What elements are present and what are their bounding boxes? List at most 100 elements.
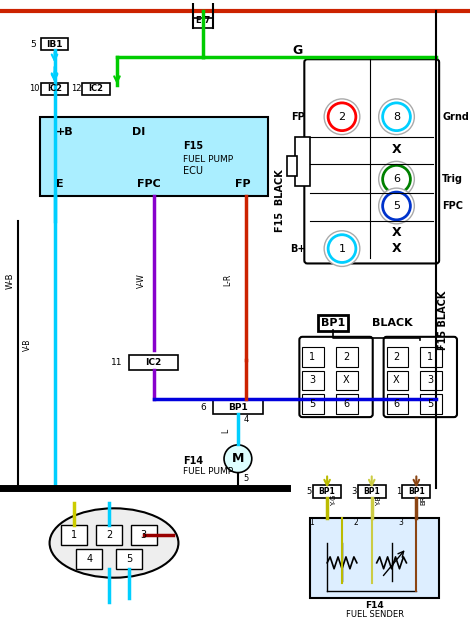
Circle shape	[379, 99, 414, 134]
Text: BP1: BP1	[408, 487, 425, 496]
Bar	[387, 394, 409, 414]
Text: IC2: IC2	[47, 85, 62, 93]
Text: B+: B+	[290, 244, 305, 254]
Text: 1: 1	[309, 517, 314, 527]
Text: X: X	[392, 242, 401, 255]
Text: 5: 5	[243, 474, 248, 483]
Text: X: X	[393, 375, 400, 386]
Text: BP1: BP1	[228, 403, 248, 411]
Bar	[40, 117, 268, 196]
Bar	[295, 136, 310, 186]
Text: FUEL PUMP: FUEL PUMP	[183, 467, 234, 476]
Text: L-R: L-R	[224, 274, 232, 286]
Text: X: X	[343, 375, 349, 386]
Bar	[302, 370, 324, 391]
Bar	[82, 83, 110, 95]
Bar	[62, 525, 87, 545]
Text: ECU: ECU	[183, 166, 203, 176]
Circle shape	[324, 231, 360, 266]
Text: 3: 3	[398, 517, 403, 527]
Text: X: X	[392, 227, 401, 239]
Text: 6: 6	[201, 403, 206, 411]
Text: IC2: IC2	[89, 85, 104, 93]
Text: 6: 6	[343, 399, 349, 410]
Text: 5: 5	[427, 399, 433, 410]
Text: 1: 1	[396, 487, 401, 496]
Bar	[96, 525, 122, 545]
Bar	[287, 156, 297, 176]
FancyBboxPatch shape	[383, 337, 457, 417]
Text: 2: 2	[343, 351, 349, 362]
Text: 5: 5	[126, 554, 132, 564]
Text: M: M	[232, 452, 244, 465]
Text: 4: 4	[243, 415, 248, 423]
Text: E: E	[55, 179, 64, 189]
Text: 6: 6	[393, 399, 400, 410]
Bar	[336, 370, 358, 391]
Text: BP1: BP1	[319, 487, 336, 496]
Bar	[420, 346, 442, 367]
Text: FUEL PUMP: FUEL PUMP	[183, 155, 234, 164]
Bar	[129, 355, 178, 370]
Text: F15  BLACK: F15 BLACK	[274, 170, 284, 232]
Text: 5: 5	[309, 399, 315, 410]
Text: W-B: W-B	[5, 272, 14, 288]
Text: 12: 12	[71, 85, 82, 93]
Text: L: L	[221, 429, 230, 433]
Text: X: X	[392, 143, 401, 156]
Text: 1: 1	[338, 244, 346, 254]
Bar	[302, 394, 324, 414]
Text: 5: 5	[393, 201, 400, 211]
Text: 4: 4	[86, 554, 92, 564]
Text: FPC: FPC	[137, 179, 161, 189]
Bar	[193, 18, 213, 28]
Text: V-W: V-W	[137, 273, 146, 288]
Text: 2: 2	[354, 517, 358, 527]
Bar	[402, 485, 430, 498]
Text: 2: 2	[393, 351, 400, 362]
Text: 5: 5	[30, 40, 36, 49]
Text: BR: BR	[420, 495, 426, 505]
FancyBboxPatch shape	[304, 59, 439, 264]
Bar	[213, 399, 263, 414]
Circle shape	[224, 445, 252, 473]
Text: 11: 11	[111, 358, 123, 367]
Bar	[116, 549, 142, 569]
Circle shape	[379, 188, 414, 224]
Text: F14: F14	[183, 456, 203, 466]
Text: +B: +B	[55, 127, 73, 137]
Text: 10: 10	[29, 85, 40, 93]
Text: DI: DI	[132, 127, 146, 137]
Bar	[420, 394, 442, 414]
Text: BLACK: BLACK	[372, 318, 412, 328]
Text: 1: 1	[71, 530, 77, 540]
Text: Trig: Trig	[442, 174, 463, 184]
Text: 3: 3	[427, 375, 433, 386]
Circle shape	[379, 162, 414, 197]
Text: FPC: FPC	[442, 201, 463, 211]
Text: FP: FP	[292, 112, 305, 122]
Bar	[131, 525, 156, 545]
Text: F15 BLACK: F15 BLACK	[438, 290, 448, 350]
Text: 1: 1	[309, 351, 315, 362]
Text: 2: 2	[106, 530, 112, 540]
Text: IC2: IC2	[146, 358, 162, 367]
Text: Grnd: Grnd	[442, 112, 469, 122]
FancyBboxPatch shape	[300, 337, 373, 417]
Text: F14: F14	[365, 601, 384, 610]
Text: E 7: E 7	[196, 16, 210, 25]
Bar	[41, 38, 68, 50]
Bar	[358, 485, 386, 498]
Text: 8: 8	[393, 112, 400, 122]
Text: BP1: BP1	[364, 487, 380, 496]
Text: 1: 1	[427, 351, 433, 362]
Circle shape	[324, 99, 360, 134]
FancyBboxPatch shape	[318, 315, 348, 331]
Bar	[76, 549, 102, 569]
Bar	[387, 370, 409, 391]
Text: V-B: V-B	[23, 339, 32, 351]
Text: 3: 3	[351, 487, 356, 496]
Text: Y-G: Y-G	[331, 495, 337, 506]
Text: FUEL SENDER: FUEL SENDER	[346, 610, 404, 619]
Text: 5: 5	[307, 487, 312, 496]
